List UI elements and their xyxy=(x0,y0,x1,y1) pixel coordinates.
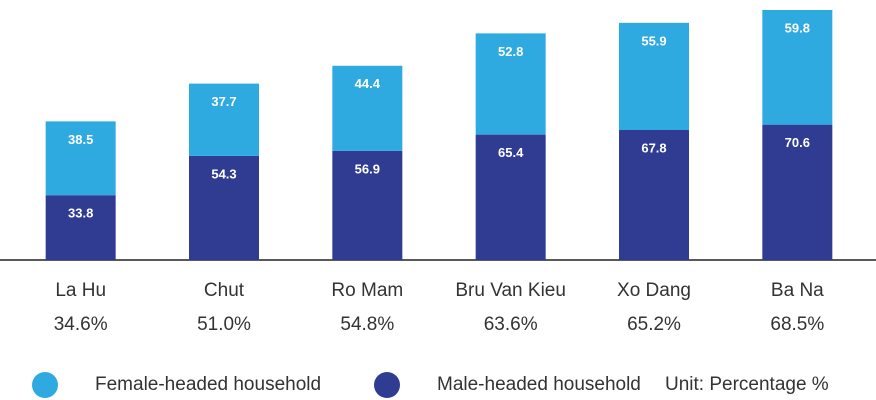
bar-segment xyxy=(45,121,116,196)
data-label: 44.4 xyxy=(355,76,381,91)
total-label: 63.6% xyxy=(484,314,538,335)
bar-segment xyxy=(332,65,403,151)
x-tick-label: La Hu xyxy=(55,280,106,301)
total-label: 68.5% xyxy=(770,314,824,335)
data-label: 37.7 xyxy=(211,94,236,109)
total-label: 65.2% xyxy=(627,314,681,335)
data-label: 54.3 xyxy=(211,166,236,181)
legend-label: Female-headed household xyxy=(95,374,321,395)
total-label: 34.6% xyxy=(54,314,108,335)
x-tick-label: Ba Na xyxy=(771,280,824,301)
x-tick-label: Chut xyxy=(204,280,245,301)
bar-segment xyxy=(475,33,546,135)
legend-label: Male-headed household xyxy=(437,374,641,395)
bar-segment xyxy=(619,130,689,260)
bar-segment xyxy=(189,83,259,156)
data-label: 56.9 xyxy=(355,161,380,176)
total-label: 54.8% xyxy=(340,314,394,335)
bar-segment xyxy=(475,134,546,260)
data-label: 67.8 xyxy=(641,140,666,155)
bar-segment xyxy=(762,9,833,125)
data-label: 59.8 xyxy=(785,20,810,35)
bar-segment xyxy=(45,195,116,260)
bar-segment xyxy=(332,150,403,260)
data-label: 52.8 xyxy=(498,44,523,59)
data-label: 70.6 xyxy=(785,135,810,150)
legend-swatch xyxy=(32,372,58,398)
total-label: 51.0% xyxy=(197,314,251,335)
x-tick-label: Ro Mam xyxy=(331,280,403,301)
bar-segment xyxy=(762,124,833,260)
data-label: 65.4 xyxy=(498,145,524,160)
x-tick-label: Xo Dang xyxy=(617,280,691,301)
bar-segment xyxy=(619,22,689,131)
unit-note: Unit: Percentage % xyxy=(665,374,829,395)
bar-segment xyxy=(189,155,259,260)
data-label: 38.5 xyxy=(68,132,93,147)
data-label: 33.8 xyxy=(68,206,93,221)
data-label: 55.9 xyxy=(641,33,666,48)
legend-swatch xyxy=(374,372,400,398)
x-tick-label: Bru Van Kieu xyxy=(455,280,566,301)
